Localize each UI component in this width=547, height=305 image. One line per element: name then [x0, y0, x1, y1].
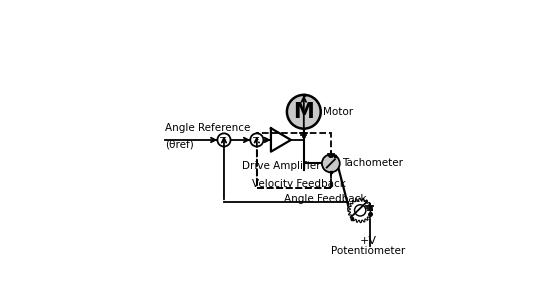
Text: Drive Amplifier: Drive Amplifier: [242, 161, 320, 171]
Bar: [257, 133, 331, 188]
Polygon shape: [348, 198, 373, 223]
Text: (θref): (θref): [165, 139, 194, 149]
Polygon shape: [271, 128, 291, 152]
Text: M: M: [293, 102, 314, 122]
Text: Angle Reference: Angle Reference: [165, 123, 251, 133]
Circle shape: [354, 205, 366, 216]
Bar: [351, 218, 353, 220]
Text: Tachometer: Tachometer: [342, 158, 403, 168]
Circle shape: [251, 133, 264, 146]
Bar: [330, 171, 332, 174]
Text: Angle Feedback: Angle Feedback: [284, 194, 366, 204]
Text: −: −: [252, 133, 260, 143]
Text: Velocity Feedback: Velocity Feedback: [252, 179, 346, 189]
Circle shape: [287, 95, 321, 129]
Circle shape: [322, 155, 340, 172]
Bar: [303, 94, 305, 96]
Text: Potentiometer: Potentiometer: [331, 246, 405, 256]
Text: −: −: [219, 133, 228, 143]
Text: Motor: Motor: [323, 107, 353, 117]
Text: +V: +V: [360, 236, 377, 246]
Circle shape: [217, 133, 230, 146]
Bar: [334, 155, 336, 157]
